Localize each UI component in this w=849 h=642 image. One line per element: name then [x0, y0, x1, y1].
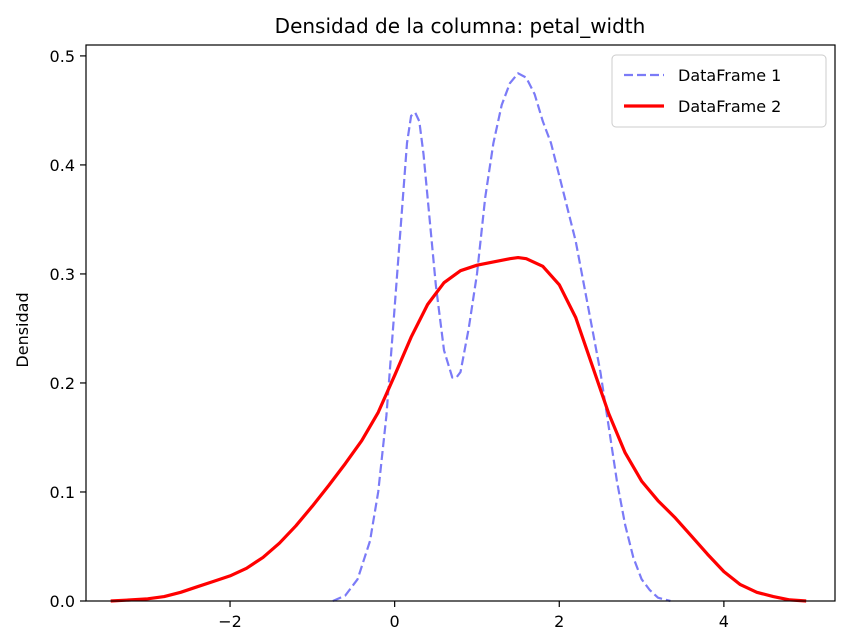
- y-tick-label: 0.4: [50, 156, 75, 175]
- x-tick-label: −2: [218, 612, 242, 631]
- y-axis-label: Densidad: [13, 292, 32, 367]
- legend-label-1: DataFrame 1: [678, 66, 781, 85]
- chart-title: Densidad de la columna: petal_width: [275, 14, 646, 38]
- legend-label-2: DataFrame 2: [678, 97, 781, 116]
- axes-frame: [85, 44, 836, 602]
- y-tick-label: 0.5: [50, 47, 75, 66]
- legend: DataFrame 1 DataFrame 2: [611, 54, 827, 128]
- x-tick-label: 0: [390, 612, 400, 631]
- x-tick-label: 2: [554, 612, 564, 631]
- x-tick-label: 4: [719, 612, 729, 631]
- y-tick-label: 0.3: [50, 265, 75, 284]
- series-line-1: [332, 72, 671, 603]
- y-tick-label: 0.1: [50, 483, 75, 502]
- series-line-2: [110, 256, 807, 603]
- legend-box: [611, 54, 827, 128]
- plot-area: −2 0 2 4 0.0 0.1 0.2 0.3 0.4 0.5: [50, 44, 836, 631]
- y-tick-label: 0.0: [50, 592, 75, 611]
- y-tick-label: 0.2: [50, 374, 75, 393]
